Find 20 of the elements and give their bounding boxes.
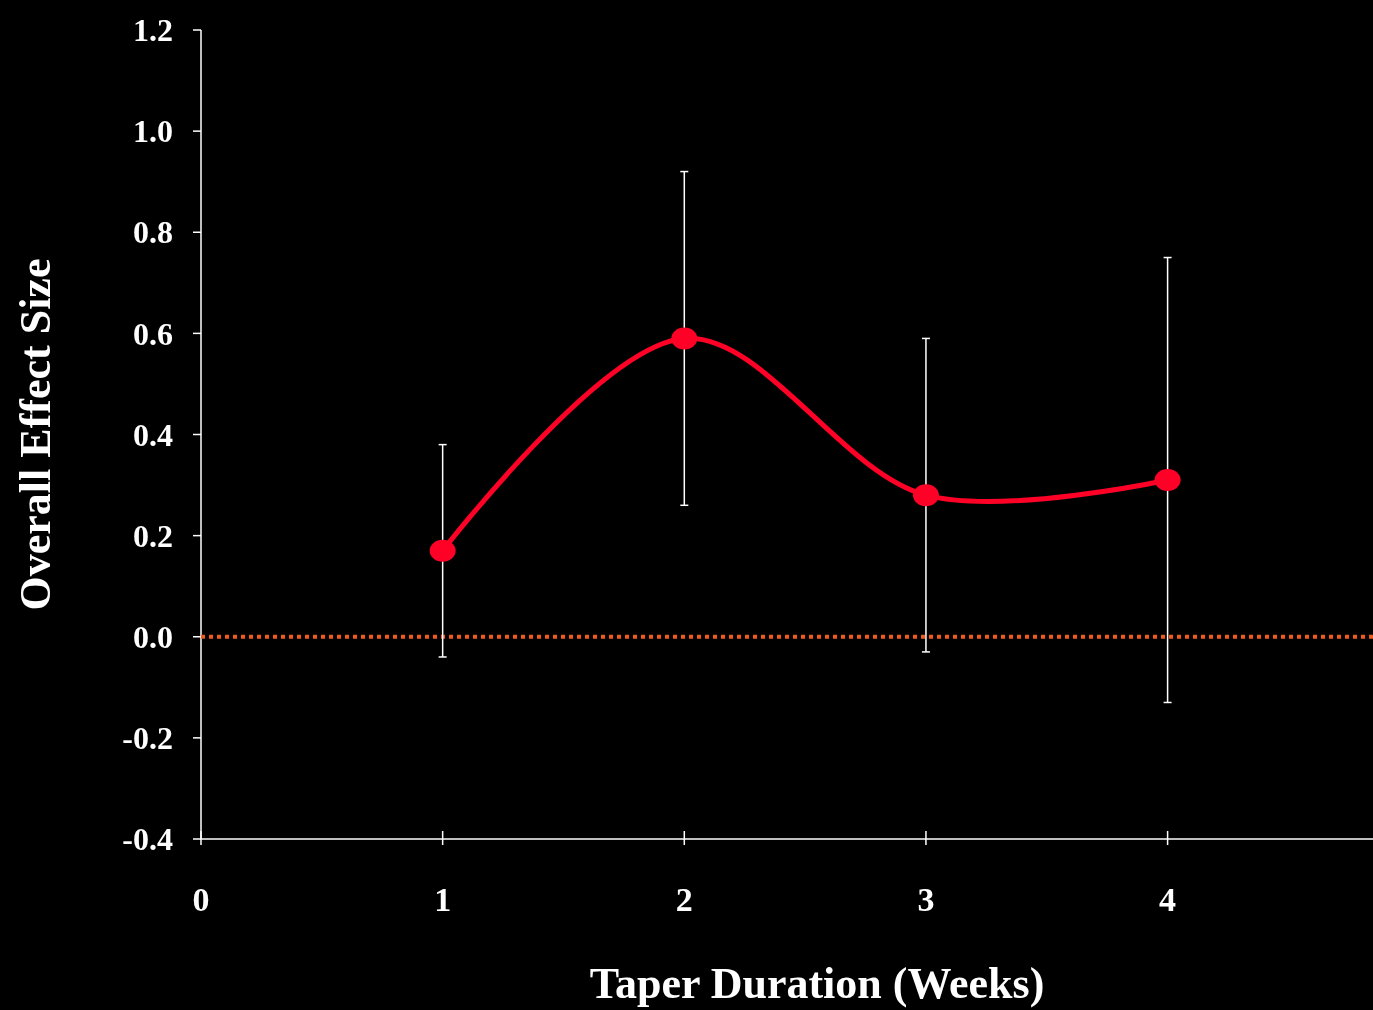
x-axis-title: Taper Duration (Weeks) bbox=[589, 959, 1045, 1008]
x-tick-label: 0 bbox=[192, 881, 210, 918]
x-tick-label: 1 bbox=[434, 881, 452, 918]
y-tick-label: 0.0 bbox=[133, 618, 173, 655]
y-tick-label: 0.8 bbox=[133, 214, 173, 251]
y-tick-label: 0.2 bbox=[133, 517, 173, 554]
y-axis-title: Overall Effect Size bbox=[11, 258, 60, 611]
x-tick-label: 4 bbox=[1159, 881, 1177, 918]
y-tick-label: 1.2 bbox=[133, 12, 173, 49]
y-tick-label: 1.0 bbox=[133, 113, 173, 150]
point bbox=[912, 484, 939, 507]
x-tick-label: 3 bbox=[917, 881, 935, 918]
point bbox=[429, 539, 456, 562]
y-tick-label: 0.4 bbox=[133, 416, 173, 453]
point bbox=[1154, 469, 1181, 492]
y-tick-label: -0.2 bbox=[122, 720, 173, 757]
y-tick-label: 0.6 bbox=[133, 315, 173, 352]
x-tick-label: 2 bbox=[675, 881, 693, 918]
point bbox=[671, 327, 698, 350]
y-tick-label: -0.4 bbox=[122, 821, 173, 858]
